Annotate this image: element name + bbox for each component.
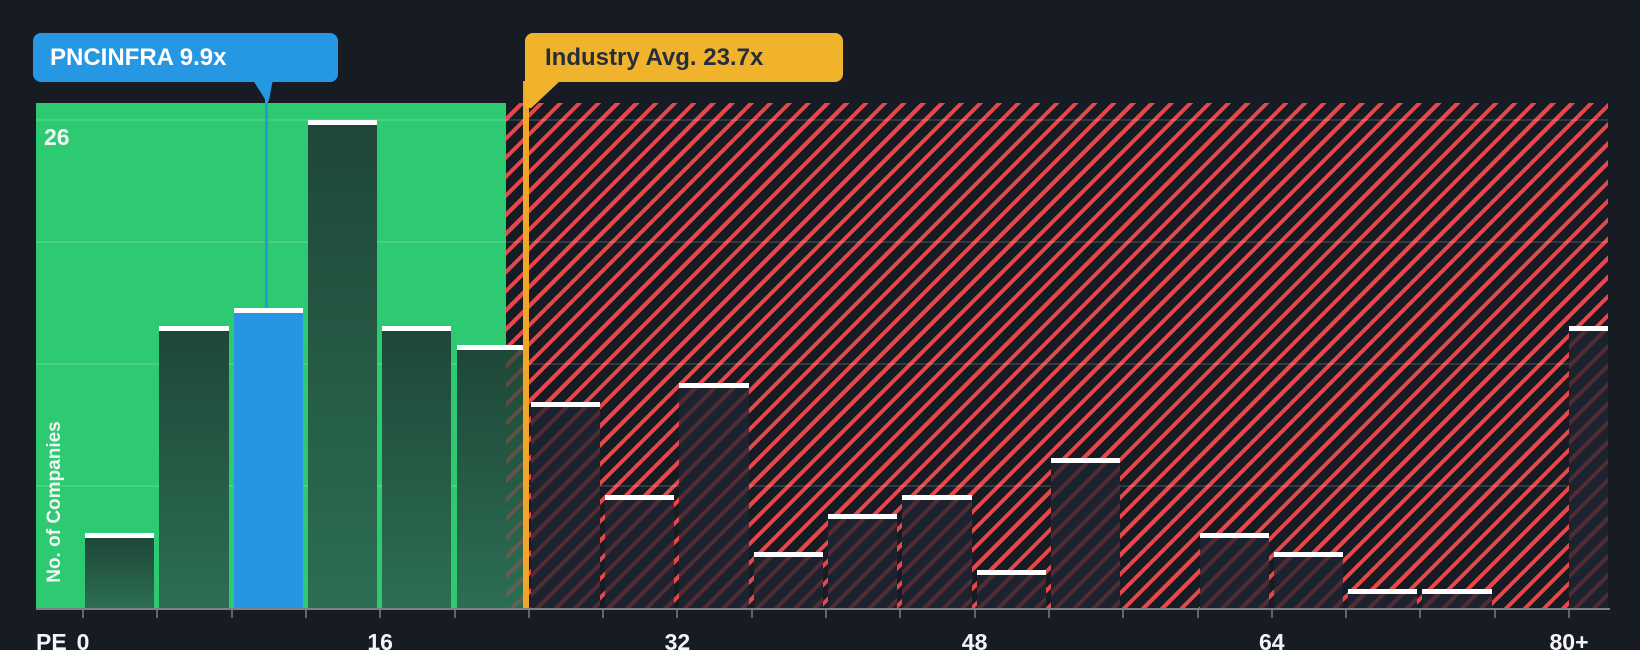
histogram-bar-24[interactable] bbox=[530, 401, 601, 608]
histogram-bar-12[interactable] bbox=[307, 120, 378, 608]
x-tick bbox=[304, 610, 307, 618]
histogram-bar-8[interactable] bbox=[233, 307, 303, 608]
x-tick bbox=[453, 610, 456, 618]
company-marker-line bbox=[265, 80, 269, 308]
histogram-bar-44[interactable] bbox=[902, 495, 972, 608]
x-tick bbox=[379, 610, 382, 618]
gridline bbox=[36, 119, 1608, 121]
x-tick bbox=[1493, 610, 1496, 618]
company-tooltip: PNCINFRA 9.9x bbox=[33, 33, 338, 82]
x-tick-label: 32 bbox=[664, 629, 691, 650]
histogram-bar-40[interactable] bbox=[828, 514, 898, 608]
x-tick bbox=[1196, 610, 1199, 618]
x-tick bbox=[156, 610, 159, 618]
histogram-bar-52[interactable] bbox=[1050, 457, 1121, 608]
histogram-bar-72[interactable] bbox=[1422, 589, 1492, 608]
y-axis-title: No. of Companies bbox=[44, 421, 65, 583]
x-tick bbox=[527, 610, 530, 618]
gridline bbox=[36, 485, 1608, 487]
x-tick bbox=[602, 610, 605, 618]
x-tick bbox=[82, 610, 84, 618]
industry-average-tooltip: Industry Avg. 23.7x bbox=[525, 33, 843, 82]
x-tick bbox=[1047, 610, 1050, 618]
x-tick-label: 0 bbox=[76, 629, 90, 650]
y-axis-max-tick-label: 26 bbox=[44, 124, 70, 150]
x-tick bbox=[676, 610, 679, 618]
x-tick-label: 16 bbox=[367, 629, 393, 650]
histogram-bar-16[interactable] bbox=[382, 326, 452, 608]
histogram-bar-28[interactable] bbox=[605, 495, 675, 608]
company-tooltip-pointer bbox=[252, 80, 273, 101]
gridline bbox=[36, 363, 1608, 365]
industry-average-line bbox=[523, 81, 530, 608]
hatch-overlay bbox=[506, 350, 526, 608]
above-average-zone-hatched bbox=[506, 103, 1608, 608]
x-tick bbox=[825, 610, 827, 618]
histogram-bar-48[interactable] bbox=[976, 570, 1046, 608]
x-tick bbox=[750, 610, 753, 618]
histogram-bar-68[interactable] bbox=[1348, 589, 1418, 608]
x-tick bbox=[1270, 610, 1273, 618]
x-tick bbox=[1419, 610, 1422, 618]
x-tick bbox=[973, 610, 976, 618]
histogram-bar-0[interactable] bbox=[85, 532, 155, 608]
gridline bbox=[36, 241, 1608, 243]
histogram-bar-64[interactable] bbox=[1273, 551, 1344, 608]
x-tick bbox=[230, 610, 233, 618]
x-tick-label: 48 bbox=[961, 629, 988, 650]
histogram-bar-80-plus[interactable] bbox=[1569, 326, 1608, 608]
histogram-bar-60[interactable] bbox=[1199, 532, 1269, 608]
histogram-bar-4[interactable] bbox=[159, 326, 229, 608]
x-tick-label: 64 bbox=[1259, 629, 1285, 650]
x-tick bbox=[1122, 610, 1125, 618]
x-tick bbox=[899, 610, 902, 618]
histogram-bar-32[interactable] bbox=[679, 382, 749, 608]
x-tick-label: 80+ bbox=[1549, 629, 1589, 650]
x-axis-line bbox=[36, 608, 1610, 610]
x-tick bbox=[1345, 610, 1348, 618]
x-axis-title: PE bbox=[36, 629, 67, 650]
histogram-bar-36[interactable] bbox=[753, 551, 823, 608]
x-tick bbox=[1568, 610, 1570, 618]
histogram-bar-20[interactable] bbox=[456, 345, 526, 608]
